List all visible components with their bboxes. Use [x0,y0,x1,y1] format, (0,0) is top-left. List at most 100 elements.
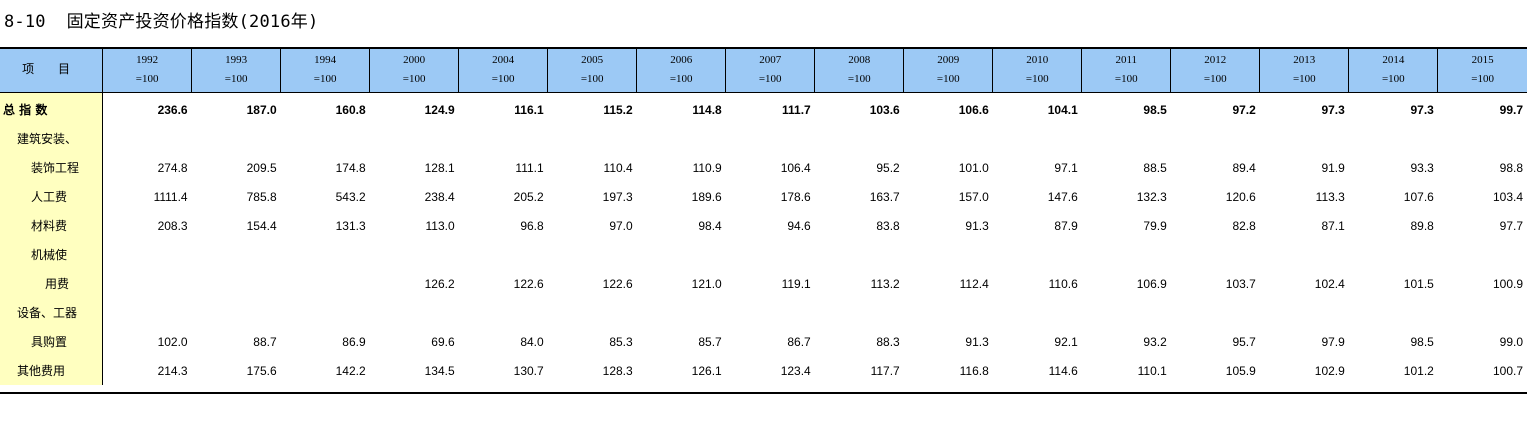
table-cell [1171,124,1260,153]
row-label: 材料费 [0,211,104,240]
table-cell: 88.3 [876,334,900,349]
row-label: 用费 [0,269,104,298]
year-label: 2009 [937,53,960,66]
table-cell: 98.5 [1143,102,1167,117]
table-cell [1260,240,1349,269]
year-label: 2011 [1115,53,1138,66]
table-cell: 163.7 [869,189,900,204]
table-cell: 1111.4 [153,189,188,204]
table-cell: 84.0 [520,334,544,349]
table-cell: 104.1 [1047,102,1078,117]
table-cell: 110.1 [1137,363,1167,378]
year-column-header: 2004 =100 [458,47,548,93]
table-cell: 88.5 [1143,160,1167,175]
base-label: =100 [135,72,159,85]
table-cell: 106.6 [958,102,989,117]
base-label: =100 [1114,72,1138,85]
table-cell [726,240,815,269]
table-cell: 134.5 [424,363,455,378]
table-cell: 97.2 [1232,102,1256,117]
year-column-header: 2013 =100 [1259,47,1349,93]
table-cell [192,240,281,269]
table-cell: 102.9 [1314,363,1345,378]
table-cell: 187.0 [246,102,277,117]
base-label: =100 [580,72,604,85]
table-row: 具购置 102.0 88.7 86.9 69.6 84.0 85.3 85.7 86.7 88.3… [0,327,1527,356]
table-cell: 105.9 [1225,363,1256,378]
table-cell: 131.3 [335,218,366,233]
table-cell: 92.1 [1054,334,1078,349]
table-cell [815,240,904,269]
table-cell: 82.8 [1232,218,1256,233]
table-cell: 94.6 [787,218,811,233]
table-row: 机械使 [0,240,1527,269]
table-cell: 154.4 [246,218,277,233]
table-cell: 89.8 [1410,218,1434,233]
table-cell: 91.9 [1321,160,1345,175]
table-cell: 121.0 [691,276,722,291]
year-label: 2006 [670,53,693,66]
base-label: =100 [669,72,693,85]
table-cell [993,298,1082,327]
year-column-header: 2008 =100 [814,47,904,93]
table-cell: 543.2 [335,189,366,204]
table-cell: 86.7 [787,334,811,349]
table-cell [103,240,192,269]
row-label: 机械使 [0,240,104,269]
table-cell: 89.4 [1232,160,1256,175]
table-cell: 88.7 [253,334,277,349]
table-cell [993,124,1082,153]
row-label: 总 指 数 [0,92,104,124]
base-label: =100 [313,72,337,85]
table-cell [281,124,370,153]
table-cell: 100.9 [1492,276,1523,291]
table-cell [103,269,192,298]
table-cell: 97.0 [609,218,633,233]
year-label: 1993 [225,53,248,66]
year-label: 1992 [136,53,159,66]
table-row: 装饰工程 274.8 209.5 174.8 128.1 111.1 110.4 110.9 1… [0,153,1527,182]
table-cell: 100.7 [1492,363,1523,378]
table-cell: 113.2 [870,276,900,291]
table-cell: 102.4 [1314,276,1345,291]
table-cell [1349,124,1438,153]
table-cell: 174.8 [335,160,366,175]
base-label: =100 [491,72,515,85]
year-label: 2015 [1471,53,1494,66]
table-cell [103,124,192,153]
year-column-header: 1992 =100 [102,47,192,93]
table-cell: 116.8 [959,363,989,378]
year-label: 2004 [492,53,515,66]
table-cell: 97.3 [1321,102,1345,117]
table-cell: 91.3 [965,334,989,349]
table-cell: 95.7 [1232,334,1256,349]
row-label: 装饰工程 [0,153,104,182]
base-label: =100 [402,72,426,85]
table-cell: 93.3 [1410,160,1434,175]
item-column-header: 项 目 [0,47,103,93]
table-cell [637,124,726,153]
table-cell: 178.6 [780,189,811,204]
table-cell [1438,298,1527,327]
table-cell: 197.3 [602,189,633,204]
base-label: =100 [1025,72,1049,85]
year-label: 2010 [1026,53,1049,66]
table-cell: 98.5 [1410,334,1434,349]
table-cell: 98.4 [698,218,722,233]
table-cell [1438,240,1527,269]
table-cell [904,240,993,269]
table-cell: 107.6 [1403,189,1434,204]
table-cell: 112.4 [959,276,989,291]
table-cell [993,240,1082,269]
table-cell [1349,298,1438,327]
table-cell: 205.2 [513,189,544,204]
row-label: 其他费用 [0,356,104,385]
table-cell: 103.7 [1225,276,1256,291]
table-cell: 126.1 [691,363,722,378]
table-cell [459,298,548,327]
table-cell: 103.4 [1492,189,1523,204]
table-cell: 101.2 [1403,363,1434,378]
base-label: =100 [1203,72,1227,85]
table-cell [637,240,726,269]
table-bottom-rule [0,392,1527,394]
